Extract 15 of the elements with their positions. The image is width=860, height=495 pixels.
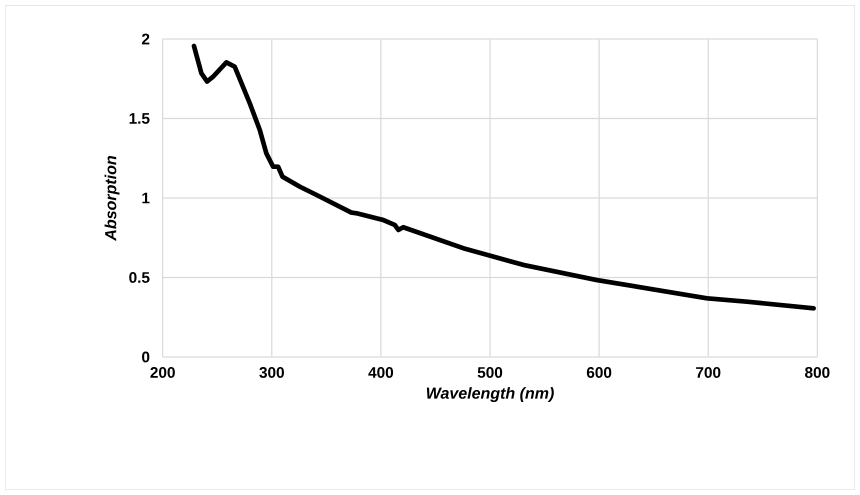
x-tick-label: 800 <box>805 367 830 378</box>
y-axis-title: Absorption <box>104 156 120 241</box>
x-tick-label: 700 <box>696 367 720 378</box>
x-tick-label: 300 <box>259 367 284 378</box>
y-tick-label: 0.5 <box>129 272 150 283</box>
line-series <box>192 44 816 311</box>
x-tick-label: 500 <box>478 367 502 378</box>
x-tick-label: 200 <box>150 367 175 378</box>
x-axis-title: Wavelength (nm) <box>426 387 554 402</box>
x-tick-label: 600 <box>586 367 612 378</box>
y-tick-label: 2 <box>142 34 150 44</box>
y-tick-label: 0 <box>142 352 150 362</box>
y-tick-label: 1.5 <box>130 113 150 124</box>
x-tick-label: 400 <box>368 367 394 378</box>
y-tick-label: 1 <box>142 192 150 204</box>
